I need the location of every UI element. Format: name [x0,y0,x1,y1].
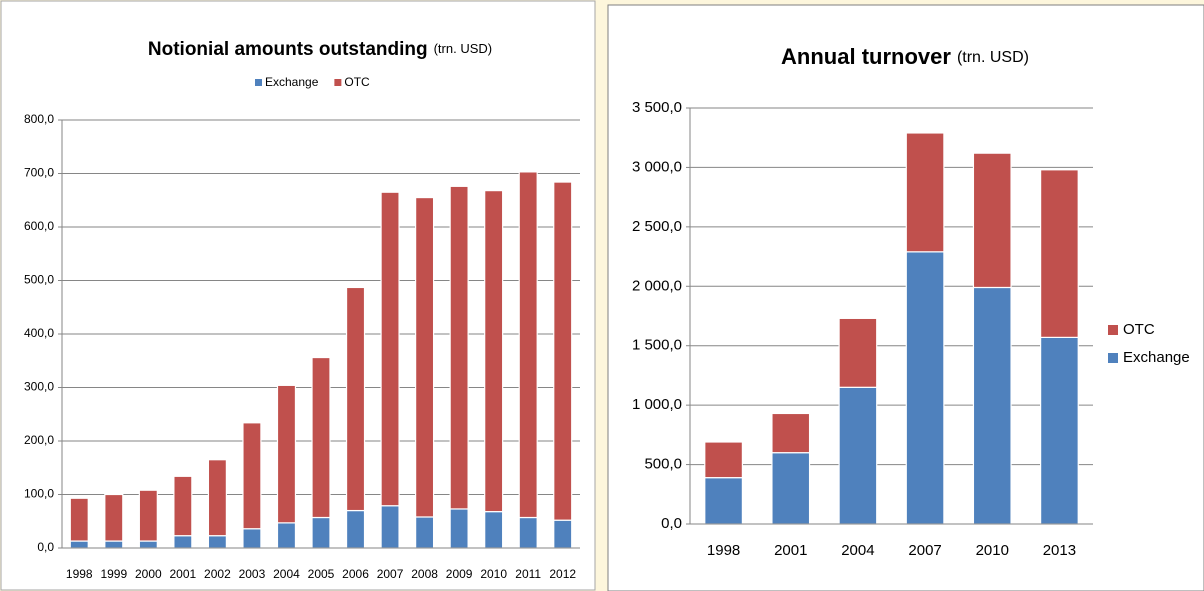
bar-segment [704,441,743,479]
x-tick-label: 2003 [239,567,266,581]
x-tick-label: 2006 [342,567,369,581]
bar-segment [311,516,331,549]
y-tick-label: 1 500,0 [632,337,682,354]
bar-segment [972,286,1012,525]
bar-segment [380,505,400,549]
bar-segment [449,185,469,510]
left-panel [0,0,596,591]
x-tick-label: 1998 [66,567,93,581]
bar-segment [104,493,124,542]
bar-segment [276,522,297,549]
title-unit: (trn. USD) [434,41,493,56]
y-tick-label: 0,0 [661,515,682,532]
x-tick-label: 2001 [170,567,197,581]
bar-segment [704,477,743,525]
bar-segment [553,519,573,549]
x-tick-label: 2011 [515,567,541,581]
bar-segment [771,452,811,525]
bar-segment [905,132,945,253]
legend-label: Exchange [265,75,319,89]
title-main: Notionial amounts outstanding [148,39,428,60]
bar-segment [415,196,435,518]
x-tick-label: 2013 [1043,542,1076,559]
bar-segment [518,171,538,519]
x-tick-label: 2001 [774,542,807,559]
y-tick-label: 2 000,0 [632,277,682,294]
chart-title: Notionial amounts outstanding (trn. USD) [148,39,492,60]
x-tick-label: 2007 [377,567,404,581]
x-tick-label: 1998 [707,542,740,559]
y-tick-label: 2 500,0 [632,218,682,235]
bar-segment [838,386,878,525]
x-tick-label: 2004 [273,567,300,581]
x-tick-label: 2004 [841,542,874,559]
bar-segment [138,489,158,542]
legend-swatch [255,79,262,86]
chart-title: Annual turnover (trn. USD) [781,44,1029,69]
bar-segment [138,540,158,549]
y-tick-label: 3 500,0 [632,99,682,116]
bar-segment [311,356,331,519]
bar-segment [449,508,469,549]
bar-segment [276,384,297,524]
y-tick-label: 800,0 [24,112,54,126]
y-tick-label: 400,0 [24,326,54,340]
x-tick-label: 2002 [204,567,231,581]
legend-label: Exchange [1123,349,1190,366]
bar-segment [771,412,811,454]
legend-swatch [1108,353,1118,363]
y-tick-label: 200,0 [24,433,54,447]
legend-swatch [1108,325,1118,335]
bar-segment [484,190,504,513]
x-tick-label: 2008 [411,567,438,581]
bar-segment [173,535,193,549]
bar-segment [518,516,538,549]
bar-segment [207,459,227,537]
bar-segment [104,540,124,549]
bar-segment [1040,336,1079,525]
x-tick-label: 2012 [549,567,576,581]
bar-segment [905,251,945,525]
bar-segment [484,511,504,549]
bar-segment [173,475,193,537]
y-tick-label: 700,0 [24,166,54,180]
x-tick-label: 2007 [908,542,941,559]
y-tick-label: 1 000,0 [632,396,682,413]
x-tick-label: 2010 [976,542,1009,559]
bar-segment [380,191,400,507]
bar-segment [415,516,435,549]
y-tick-label: 500,0 [644,456,682,473]
x-tick-label: 2005 [308,567,335,581]
y-tick-label: 0,0 [37,540,54,554]
title-main: Annual turnover [781,44,951,69]
bar-segment [242,528,262,549]
y-tick-label: 600,0 [24,219,54,233]
title-unit: (trn. USD) [957,49,1029,66]
legend-swatch [334,79,342,86]
bar-segment [69,497,89,542]
legend-label: OTC [1123,321,1155,338]
bar-segment [345,509,366,549]
x-tick-label: 2000 [135,567,162,581]
bar-segment [69,540,89,549]
x-tick-label: 1999 [100,567,127,581]
bar-segment [207,535,227,549]
y-tick-label: 100,0 [24,487,54,501]
x-tick-label: 2009 [446,567,473,581]
legend-label: OTC [344,75,370,89]
bar-segment [553,181,573,521]
bar-segment [242,422,262,530]
bar-segment [1040,169,1079,338]
y-tick-label: 300,0 [24,380,54,394]
x-tick-label: 2010 [480,567,507,581]
y-tick-label: 500,0 [24,273,54,287]
bar-segment [972,152,1012,289]
y-tick-label: 3 000,0 [632,158,682,175]
bar-segment [345,286,366,512]
bar-segment [838,317,878,388]
